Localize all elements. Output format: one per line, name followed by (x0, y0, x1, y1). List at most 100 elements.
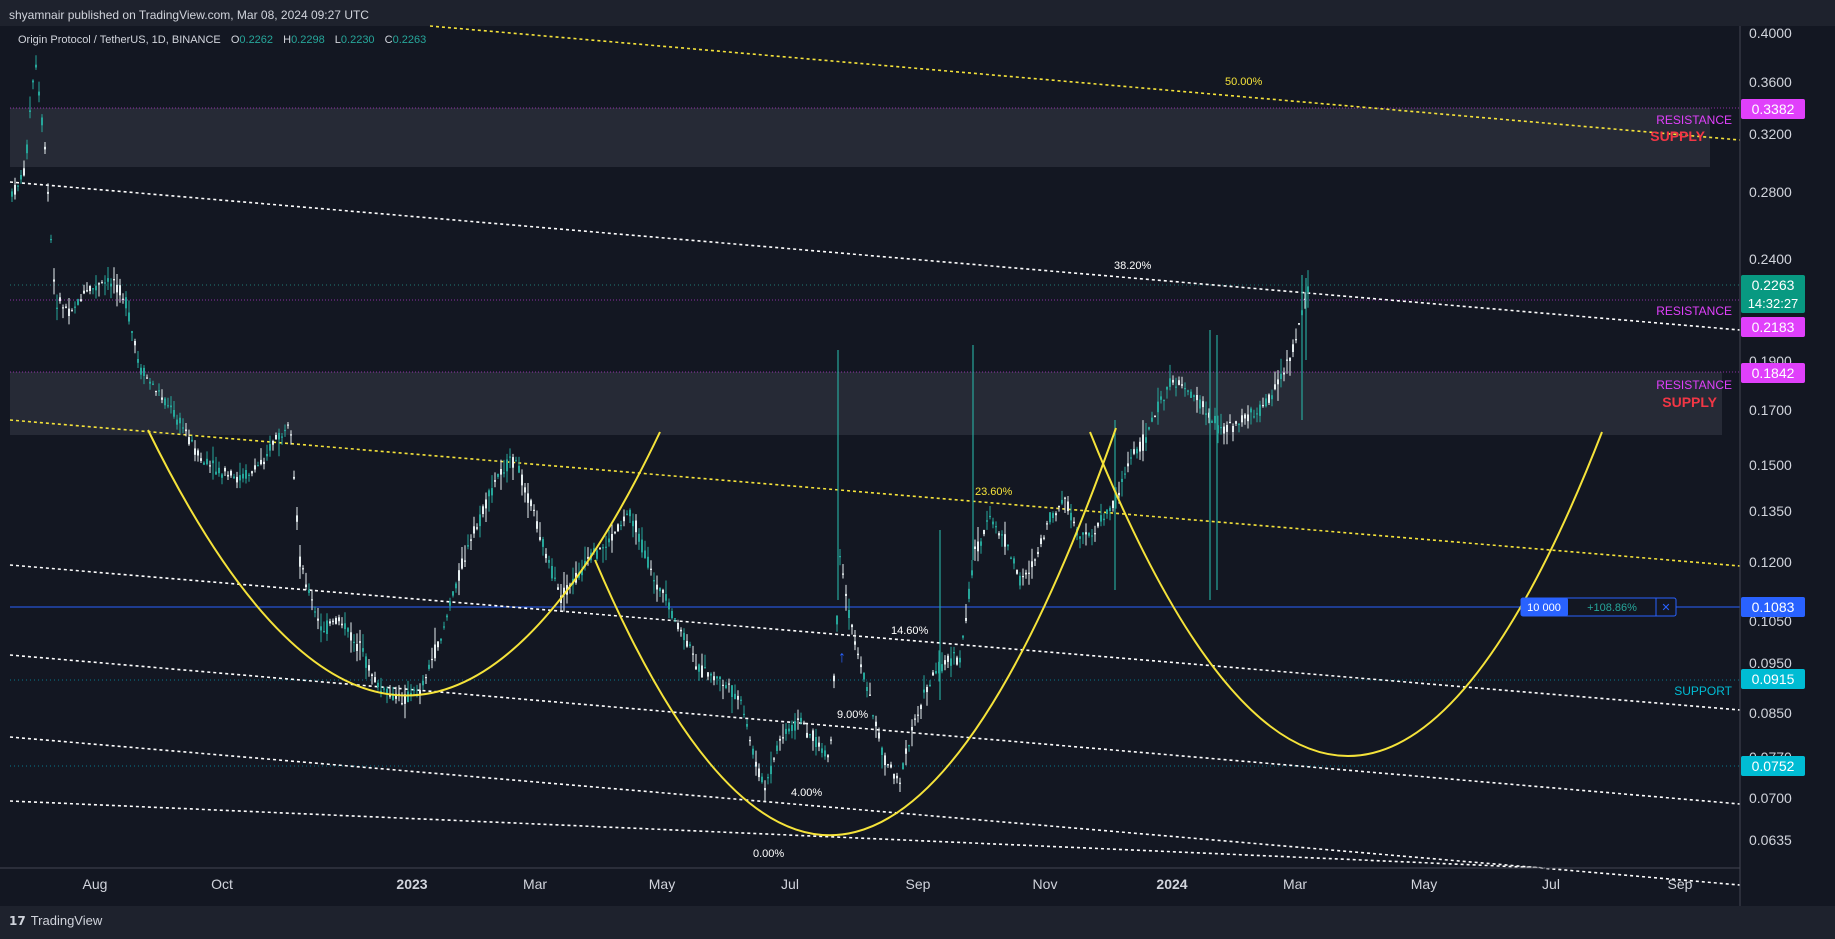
price-tick: 0.1200 (1749, 554, 1792, 570)
symbol-name: Origin Protocol / TetherUS, 1D, BINANCE (18, 34, 221, 46)
candle-body (1265, 398, 1267, 407)
candle-body (854, 641, 856, 645)
candle-body (113, 279, 115, 281)
candle-body (674, 618, 676, 620)
candle-body (755, 761, 757, 767)
candle-body (1166, 386, 1168, 390)
candle-body (650, 568, 652, 570)
candle-body (599, 547, 601, 549)
candle-body (1037, 551, 1039, 554)
candle-body (1238, 423, 1240, 426)
candle-body (965, 618, 967, 621)
candle-body (386, 688, 388, 695)
candle-body (839, 556, 841, 558)
candle-body (149, 381, 151, 384)
candle-body (1082, 532, 1084, 535)
candle-body (1274, 384, 1276, 390)
candle-body (467, 545, 469, 547)
candle-body (38, 91, 40, 96)
candle-body (902, 763, 904, 769)
tradingview-brand[interactable]: 17 TradingView (9, 913, 102, 928)
position-label[interactable]: 10 000 +108.86% ✕ (1520, 597, 1677, 617)
price-tag-value: 0.2263 (1752, 277, 1795, 293)
candle-body (746, 724, 748, 727)
candle-body (734, 693, 736, 700)
candle-body (803, 722, 805, 724)
candle-body (344, 623, 346, 630)
candle-body (1013, 558, 1015, 564)
candle-body (1052, 513, 1054, 518)
candle-body (1040, 538, 1042, 544)
candle-body (869, 694, 871, 696)
candle-body (1046, 523, 1048, 525)
candle-body (290, 434, 292, 436)
candle-body (875, 721, 877, 727)
supply-zone-upper (10, 108, 1710, 167)
candle-body (689, 644, 691, 646)
candle-body (545, 553, 547, 559)
candle-body (146, 377, 148, 379)
candle-body (614, 532, 616, 534)
candle-body (1244, 414, 1246, 419)
candle-body (422, 680, 424, 686)
candle-body (935, 671, 937, 674)
candle-body (1163, 399, 1165, 402)
candle-body (359, 641, 361, 643)
close-position-icon[interactable]: ✕ (1661, 602, 1670, 614)
time-tick: Nov (1033, 876, 1058, 892)
candle-body (1001, 534, 1003, 536)
candle-body (1298, 323, 1300, 325)
candle-body (836, 615, 838, 625)
candle-body (587, 556, 589, 559)
candle-body (1010, 557, 1012, 559)
candle-body (1067, 501, 1069, 512)
price-tick: 0.2400 (1749, 251, 1792, 267)
candle-body (635, 520, 637, 533)
candle-body (1247, 414, 1249, 422)
candle-body (977, 541, 979, 552)
price-tag-value: 0.2183 (1752, 319, 1795, 335)
candle-body (1019, 575, 1021, 586)
candle-body (785, 728, 787, 734)
candle-body (203, 462, 205, 465)
candle-body (158, 390, 160, 392)
candle-body (968, 588, 970, 599)
fib-channel-lines (9, 25, 1741, 886)
candle-body (1214, 415, 1216, 424)
price-tick: 0.3200 (1749, 126, 1792, 142)
candle-body (230, 470, 232, 476)
price-tag-value: 0.0752 (1752, 758, 1795, 774)
candle-body (692, 653, 694, 655)
candle-body (1142, 434, 1144, 451)
candle-body (428, 664, 430, 669)
candle-body (26, 144, 28, 154)
candle-body (1268, 394, 1270, 403)
candle-body (821, 748, 823, 753)
candle-body (1289, 357, 1291, 361)
candle-body (1160, 396, 1162, 400)
candle-body (194, 448, 196, 455)
candle-body (911, 727, 913, 731)
close-value: 0.2263 (392, 34, 427, 46)
time-axis[interactable]: Aug Oct 2023 Mar May Jul Sep Nov 2024 Mar May Jul Se… (83, 876, 1693, 892)
candle-body (128, 312, 130, 322)
candle-body (176, 419, 178, 425)
candle-body (938, 661, 940, 674)
candle-body (89, 286, 91, 291)
price-tick: 0.1350 (1749, 503, 1792, 519)
candle-body (644, 550, 646, 559)
candle-body (1079, 536, 1081, 539)
candle-body (83, 290, 85, 294)
zone-sublabel: SUPPLY (1662, 394, 1717, 410)
candle-body (707, 672, 709, 677)
price-tag (1741, 275, 1805, 313)
candle-body (788, 728, 790, 732)
candle-body (188, 437, 190, 445)
candle-body (332, 620, 334, 622)
candle-body (44, 146, 46, 150)
candle-body (986, 520, 988, 522)
cup-curve-2 (594, 427, 1117, 837)
candle-body (206, 458, 208, 465)
candle-body (161, 397, 163, 400)
